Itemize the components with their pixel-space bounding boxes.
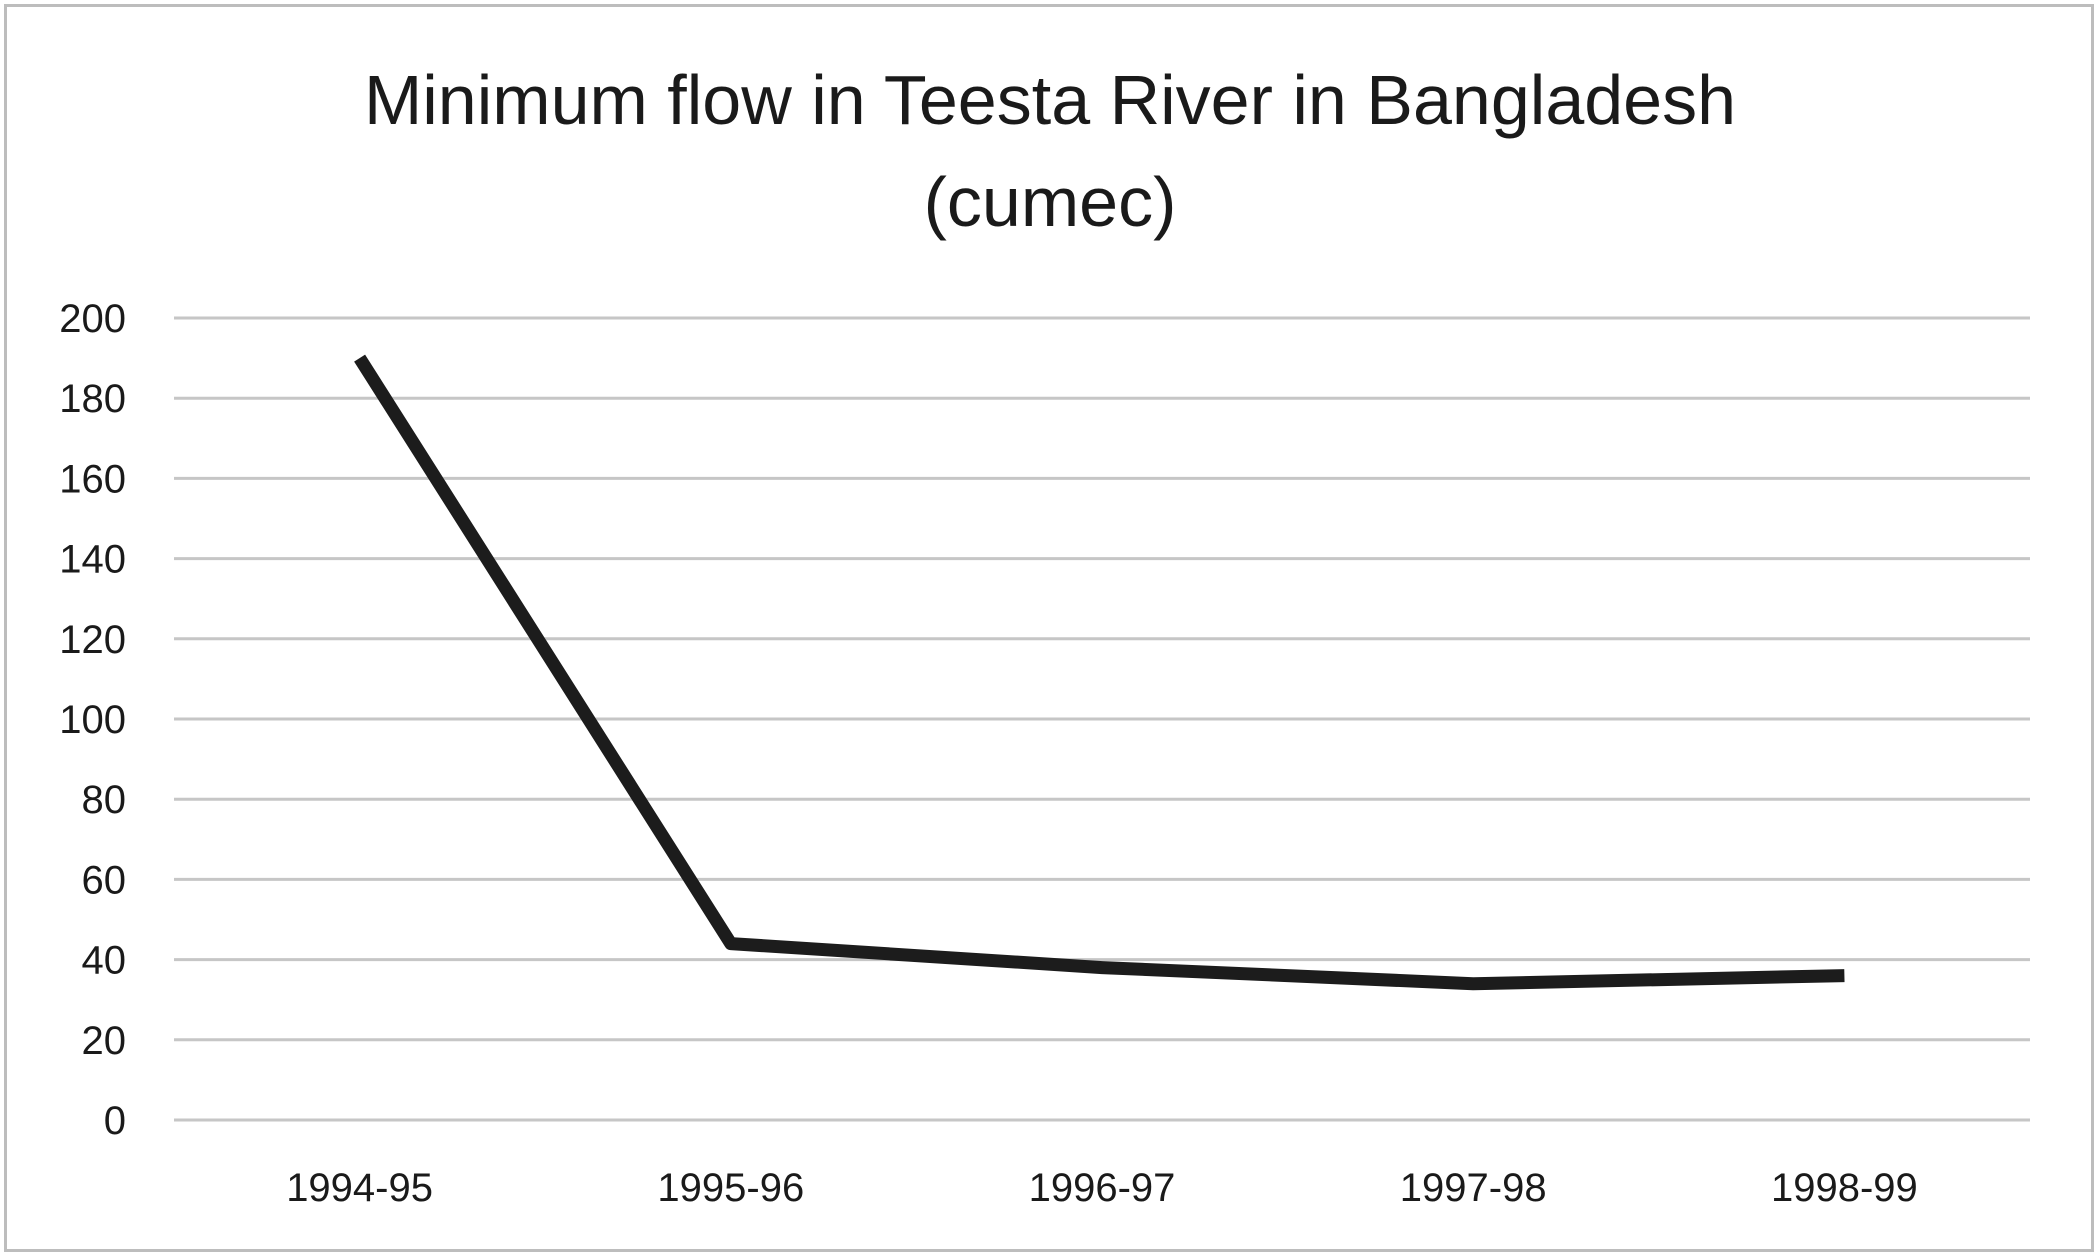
x-tick-label: 1995-96 xyxy=(657,1166,804,1210)
y-tick-label: 80 xyxy=(82,778,127,822)
y-tick-label: 40 xyxy=(82,939,127,983)
y-tick-label: 0 xyxy=(104,1099,126,1143)
series-line-0 xyxy=(354,354,1845,991)
chart-frame xyxy=(4,4,2094,1252)
y-tick-label: 140 xyxy=(59,538,126,582)
chart-title-line-2: (cumec) xyxy=(924,163,1177,241)
series-layer xyxy=(354,354,1845,991)
y-tick-label: 180 xyxy=(59,377,126,421)
x-tick-label: 1996-97 xyxy=(1029,1166,1176,1210)
y-tick-label: 60 xyxy=(82,858,127,902)
y-tick-label: 120 xyxy=(59,618,126,662)
x-tick-label: 1997-98 xyxy=(1400,1166,1547,1210)
y-axis-tick-labels: 0 20 40 60 80 100 120 140 160 180 200 xyxy=(59,297,126,1143)
x-tick-label: 1998-99 xyxy=(1771,1166,1918,1210)
x-axis-tick-labels: 1994-95 1995-96 1996-97 1997-98 1998-99 xyxy=(286,1166,1918,1210)
y-tick-label: 100 xyxy=(59,698,126,742)
y-tick-label: 200 xyxy=(59,297,126,341)
y-tick-label: 20 xyxy=(82,1019,127,1063)
y-tick-label: 160 xyxy=(59,457,126,501)
gridlines xyxy=(174,316,2030,1122)
chart-title-line-1: Minimum flow in Teesta River in Banglade… xyxy=(364,61,1736,139)
x-tick-label: 1994-95 xyxy=(286,1166,433,1210)
